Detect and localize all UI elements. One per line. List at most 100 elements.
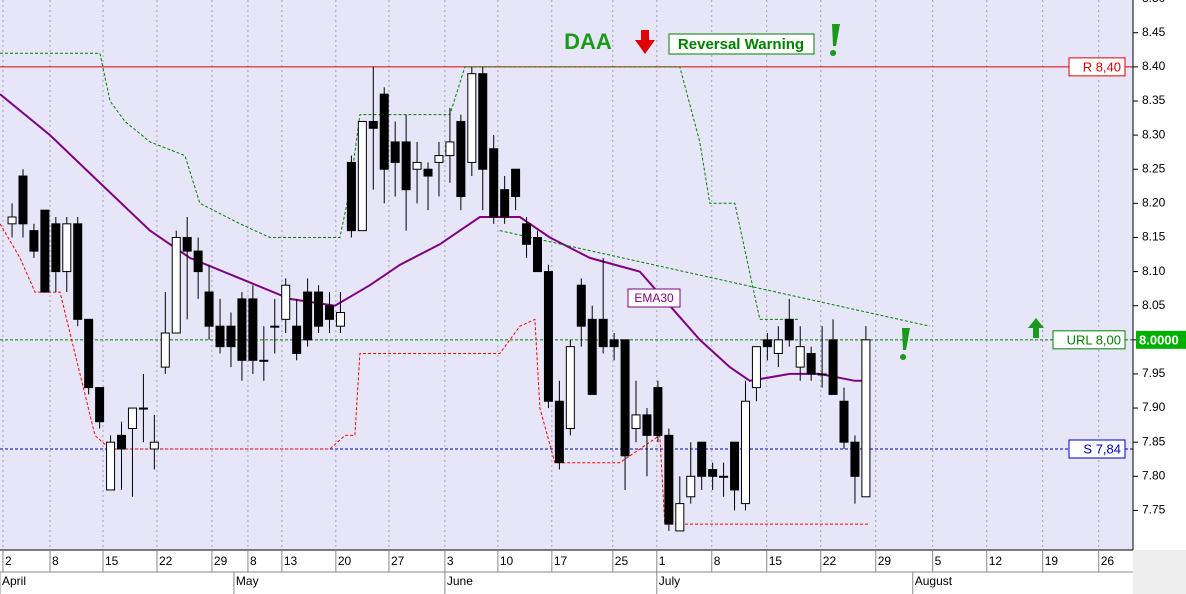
y-axis-area bbox=[1133, 0, 1186, 550]
x-tick-label: 29 bbox=[214, 554, 228, 568]
candle-body bbox=[259, 359, 269, 362]
candle-body bbox=[237, 298, 247, 361]
x-tick-label: 8 bbox=[714, 554, 721, 568]
month-label: April bbox=[2, 574, 26, 588]
candle-body bbox=[642, 414, 652, 436]
candle-body bbox=[522, 223, 532, 245]
candle-body bbox=[270, 325, 280, 328]
candle-body bbox=[138, 407, 148, 410]
candle-body bbox=[609, 339, 619, 348]
candle-body bbox=[149, 441, 159, 450]
candle-body bbox=[620, 339, 630, 457]
y-tick-label: 8.05 bbox=[1142, 298, 1166, 312]
candle-body bbox=[40, 209, 50, 293]
candle-body bbox=[215, 325, 225, 348]
y-tick-label: 8.40 bbox=[1142, 59, 1166, 73]
overlay-line bbox=[499, 230, 930, 327]
exclamation-icon bbox=[900, 328, 910, 360]
candle-body bbox=[292, 325, 302, 354]
candle-body bbox=[401, 141, 411, 191]
candle-body bbox=[127, 407, 137, 430]
candle-body bbox=[631, 414, 641, 430]
candle-body bbox=[762, 339, 772, 348]
y-tick-label: 8.45 bbox=[1142, 25, 1166, 39]
y-tick-label: 7.85 bbox=[1142, 434, 1166, 448]
candle-body bbox=[784, 318, 794, 341]
y-tick-label: 7.80 bbox=[1142, 468, 1166, 482]
y-tick-label: 8.50 bbox=[1142, 0, 1166, 5]
month-label: June bbox=[447, 574, 473, 588]
candle-body bbox=[850, 441, 860, 477]
candle-body bbox=[675, 503, 685, 532]
x-tick-label: 5 bbox=[935, 554, 942, 568]
candle-body bbox=[478, 73, 488, 170]
candle-body bbox=[664, 434, 674, 525]
candle-body bbox=[325, 305, 335, 320]
x-tick-label: 29 bbox=[878, 554, 892, 568]
annotation-daa: DAA bbox=[564, 29, 612, 54]
candle-body bbox=[511, 168, 521, 198]
candle-body bbox=[500, 189, 510, 218]
month-label: July bbox=[659, 574, 680, 588]
candle-body bbox=[95, 387, 105, 423]
candle-body bbox=[839, 400, 849, 443]
candle-body bbox=[314, 291, 324, 327]
overlay-line bbox=[0, 93, 870, 382]
x-tick-label: 20 bbox=[338, 554, 352, 568]
candle-body bbox=[445, 141, 455, 157]
candle-body bbox=[434, 155, 444, 163]
candle-body bbox=[379, 93, 389, 170]
line-label-box bbox=[627, 288, 681, 308]
level-label: S 7,84 bbox=[1083, 441, 1121, 456]
candle-body bbox=[686, 475, 696, 498]
overlay-line bbox=[0, 223, 870, 525]
y-tick-label: 7.95 bbox=[1142, 366, 1166, 380]
candle-body bbox=[357, 120, 367, 232]
x-tick-label: 27 bbox=[391, 554, 405, 568]
x-tick-label: 22 bbox=[823, 554, 837, 568]
corner bbox=[1133, 550, 1186, 594]
candle-body bbox=[543, 271, 553, 402]
x-tick-label: 25 bbox=[615, 554, 629, 568]
warning-box bbox=[668, 33, 815, 55]
candle-body bbox=[423, 168, 433, 177]
candle-body bbox=[412, 161, 422, 170]
candle-body bbox=[18, 175, 28, 225]
candle-body bbox=[84, 318, 94, 389]
x-tick-label: 8 bbox=[250, 554, 257, 568]
candle-body bbox=[29, 230, 39, 252]
plot: EMA30 bbox=[0, 52, 930, 532]
candle-body bbox=[467, 73, 477, 163]
x-tick-label: 1 bbox=[659, 554, 666, 568]
x-tick-label: 15 bbox=[769, 554, 783, 568]
overlay-line bbox=[0, 52, 800, 320]
x-tick-label: 15 bbox=[105, 554, 119, 568]
candle-body bbox=[204, 291, 214, 327]
candle-body bbox=[565, 346, 575, 430]
y-tick-label: 8.35 bbox=[1142, 93, 1166, 107]
y-tick-label: 8.10 bbox=[1142, 264, 1166, 278]
candle-body bbox=[828, 339, 838, 395]
candle-body bbox=[171, 236, 181, 334]
candle-body bbox=[335, 312, 345, 327]
candle-body bbox=[62, 223, 72, 273]
exclamation-icon bbox=[830, 24, 840, 56]
candle-body bbox=[806, 352, 816, 375]
month-label: May bbox=[236, 574, 259, 588]
x-tick-label: 2 bbox=[5, 554, 12, 568]
last-price-label: 8.0000 bbox=[1139, 332, 1179, 347]
candle-body bbox=[303, 291, 313, 341]
x-tick-label: 13 bbox=[284, 554, 298, 568]
candle-body bbox=[160, 332, 170, 368]
candle-body bbox=[708, 468, 718, 477]
annotation-warning: Reversal Warning bbox=[678, 36, 804, 53]
candle-body bbox=[7, 216, 17, 225]
month-label: August bbox=[915, 574, 953, 588]
candle-body bbox=[598, 318, 608, 348]
candle-body bbox=[532, 236, 542, 273]
x-tick-label: 3 bbox=[447, 554, 454, 568]
candle-body bbox=[751, 346, 761, 389]
plot-background bbox=[0, 0, 1133, 550]
candle-body bbox=[226, 325, 236, 348]
